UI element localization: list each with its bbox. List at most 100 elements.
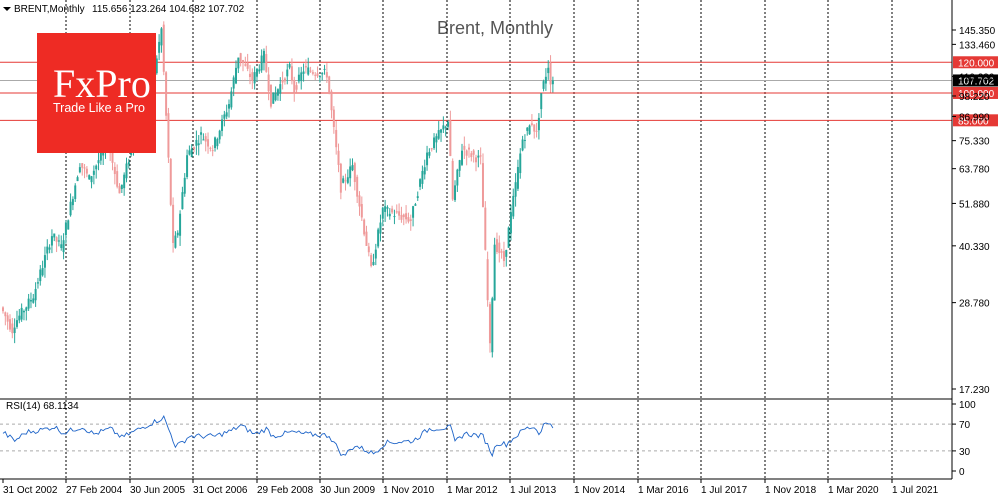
candle-body [468, 147, 470, 150]
candle-body [335, 129, 338, 148]
candle-body [433, 137, 436, 149]
candle-body [330, 91, 333, 111]
candle-body [120, 184, 123, 190]
candle-body [71, 199, 74, 206]
candle-body [428, 151, 431, 156]
candle-body [339, 163, 342, 193]
candle-body [258, 69, 261, 72]
candle-body [449, 120, 452, 157]
candle-body [269, 84, 272, 107]
candle-body [248, 73, 251, 78]
candle-body [32, 298, 35, 303]
candle-body [512, 195, 515, 217]
x-tick-label: 1 Nov 2014 [574, 485, 626, 496]
candle-body [209, 147, 212, 149]
candle-body [160, 28, 163, 46]
level-label-bg [953, 56, 998, 69]
y-tick-label: 133.460 [959, 40, 996, 51]
candle-body [416, 196, 419, 198]
level-label: 100.000 [958, 89, 995, 100]
caret-down-icon[interactable] [3, 7, 11, 11]
candle-body [288, 64, 291, 68]
candle-body [8, 319, 11, 330]
y-tick-label: 17.230 [959, 385, 990, 396]
time-axis[interactable]: 31 Oct 2002 27 Feb 2004 30 Jun 2005 31 Oct … [2, 479, 939, 496]
candle-body [230, 91, 233, 108]
candle-body [64, 222, 67, 236]
candle-body [377, 229, 380, 247]
candle-body [207, 139, 210, 147]
candle-body [244, 64, 247, 66]
candle-body [155, 58, 158, 74]
candle-body [34, 288, 37, 301]
level-label-bg [953, 114, 998, 127]
candle-body [311, 72, 314, 74]
candle-body [239, 53, 242, 62]
candle-body [228, 104, 231, 109]
candle-body [95, 165, 98, 170]
candle-body [22, 311, 25, 313]
candle-body [400, 215, 403, 220]
candle-body [421, 170, 424, 184]
candle-body [516, 167, 519, 189]
candle-body [500, 251, 503, 253]
candle-body [181, 192, 184, 210]
y-tick-label: 86.990 [959, 112, 990, 123]
candle-body [356, 176, 359, 197]
candle-body [255, 68, 258, 77]
candle-body [290, 66, 293, 81]
candle-body [216, 139, 219, 147]
candle-body [15, 320, 18, 327]
candle-body [423, 167, 426, 175]
logo-brand: FxPro [53, 61, 151, 106]
candle-body [81, 163, 84, 168]
candle-body [493, 244, 496, 301]
candle-body [337, 150, 340, 165]
candle-body [127, 162, 130, 165]
candle-body [113, 166, 116, 175]
candle-body [195, 139, 198, 146]
candle-body [402, 214, 405, 218]
candle-body [76, 177, 79, 182]
candle-body [344, 180, 347, 182]
x-tick-label: 31 Oct 2006 [193, 485, 248, 496]
candle-body [183, 177, 186, 194]
y-tick-label: 145.350 [959, 26, 996, 37]
y-tick-label: 63.780 [959, 165, 990, 176]
candle-body [295, 85, 298, 90]
candle-body [237, 57, 240, 69]
price-axis[interactable]: 145.350 133.460 110.330 98.220 86.990 75.330 6… [952, 26, 996, 396]
symbol-label: BRENT,Monthly [14, 4, 85, 15]
candle-body [83, 167, 86, 169]
candle-body [530, 123, 533, 125]
candle-body [472, 150, 475, 155]
chart-title: Brent, Monthly [437, 18, 553, 38]
candle-body [463, 145, 466, 150]
candle-body [379, 222, 382, 234]
candle-body [321, 72, 324, 75]
candle-body [365, 231, 368, 246]
x-tick-label: 27 Feb 2004 [66, 485, 123, 496]
candle-body [232, 77, 235, 89]
candle-body [78, 167, 81, 173]
candle-body [202, 139, 205, 141]
rsi-tick-label: 30 [959, 447, 971, 458]
candle-body [272, 92, 275, 104]
x-tick-label: 30 Jun 2009 [320, 485, 375, 496]
candle-body [169, 158, 172, 205]
candle-body [495, 239, 498, 253]
candle-body [179, 213, 182, 236]
candle-body [97, 160, 100, 164]
candle-body [551, 80, 554, 85]
candle-body [391, 208, 394, 213]
candle-body [307, 67, 310, 75]
x-tick-label: 29 Feb 2008 [257, 485, 314, 496]
candle-body [85, 168, 88, 174]
candle-body [186, 155, 189, 177]
candle-body [2, 307, 4, 312]
candle-body [60, 244, 63, 248]
candles [2, 21, 554, 358]
x-tick-label: 31 Oct 2002 [3, 485, 58, 496]
candle-body [69, 201, 72, 216]
